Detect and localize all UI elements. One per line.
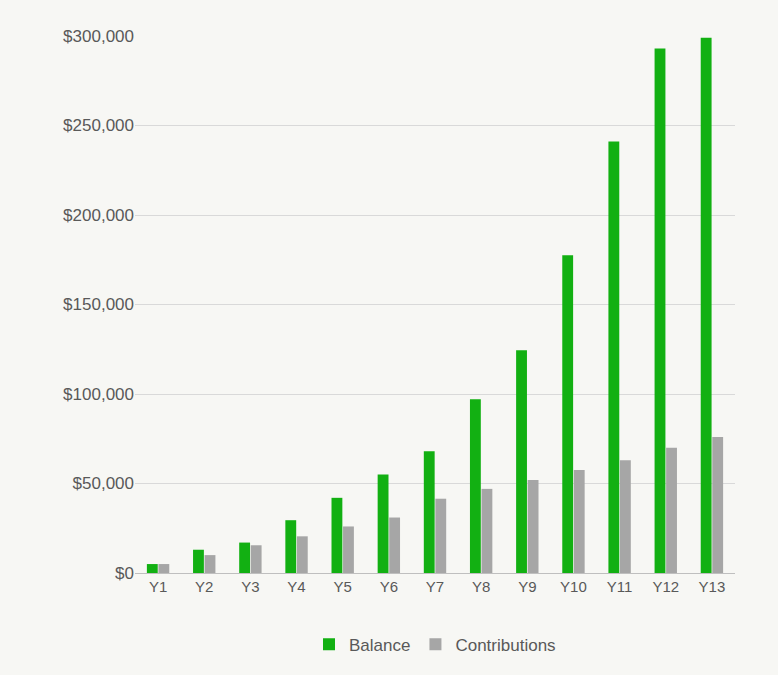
svg-text:Y13: Y13 [699, 578, 726, 595]
svg-text:Y4: Y4 [287, 578, 305, 595]
svg-text:Y2: Y2 [195, 578, 213, 595]
svg-text:Y1: Y1 [149, 578, 167, 595]
svg-text:Y7: Y7 [426, 578, 444, 595]
svg-text:Contributions: Contributions [455, 636, 555, 655]
svg-text:Y5: Y5 [334, 578, 352, 595]
svg-text:$0: $0 [115, 564, 134, 583]
svg-text:$200,000: $200,000 [63, 206, 134, 225]
svg-text:Y10: Y10 [560, 578, 587, 595]
svg-text:Balance: Balance [349, 636, 410, 655]
svg-text:$250,000: $250,000 [63, 116, 134, 135]
svg-text:Y6: Y6 [380, 578, 398, 595]
svg-text:$50,000: $50,000 [73, 474, 134, 493]
svg-text:Y3: Y3 [241, 578, 259, 595]
svg-text:Y9: Y9 [518, 578, 536, 595]
svg-text:Y8: Y8 [472, 578, 490, 595]
svg-text:$300,000: $300,000 [63, 27, 134, 46]
svg-text:Y12: Y12 [652, 578, 679, 595]
svg-text:$100,000: $100,000 [63, 385, 134, 404]
svg-text:$150,000: $150,000 [63, 295, 134, 314]
svg-text:Y11: Y11 [607, 578, 633, 595]
